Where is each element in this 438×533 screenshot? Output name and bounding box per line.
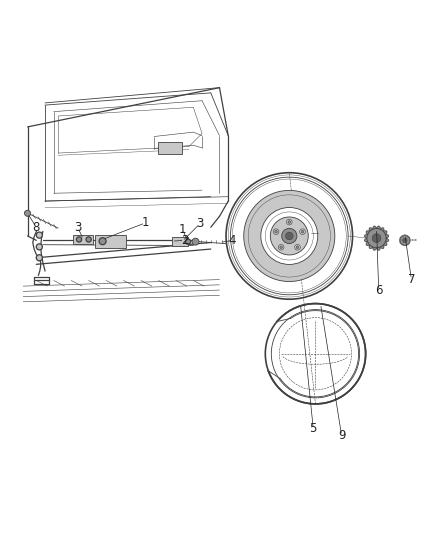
Text: 9: 9 <box>337 429 345 442</box>
Circle shape <box>265 304 365 404</box>
Text: 1: 1 <box>141 216 149 229</box>
Text: 1: 1 <box>178 223 186 236</box>
Text: 3: 3 <box>196 217 203 230</box>
Circle shape <box>25 210 31 216</box>
Circle shape <box>36 255 42 261</box>
Circle shape <box>371 234 380 243</box>
Text: 7: 7 <box>407 273 414 286</box>
Circle shape <box>286 219 291 225</box>
Polygon shape <box>364 226 388 250</box>
Polygon shape <box>399 235 409 246</box>
Circle shape <box>296 246 298 248</box>
FancyBboxPatch shape <box>158 142 182 154</box>
Text: 4: 4 <box>228 234 236 247</box>
Circle shape <box>299 229 305 235</box>
Circle shape <box>243 190 334 281</box>
Circle shape <box>36 232 42 238</box>
Circle shape <box>226 173 352 299</box>
Circle shape <box>300 230 303 233</box>
Circle shape <box>281 228 296 244</box>
Circle shape <box>260 207 317 264</box>
Circle shape <box>285 232 293 240</box>
Text: 8: 8 <box>32 221 40 234</box>
Text: 3: 3 <box>74 221 81 234</box>
Circle shape <box>278 244 283 250</box>
Circle shape <box>86 237 91 242</box>
Circle shape <box>287 221 290 223</box>
Circle shape <box>185 239 190 244</box>
Circle shape <box>402 238 406 243</box>
Text: 2: 2 <box>180 234 188 247</box>
Circle shape <box>274 230 277 233</box>
Text: 5: 5 <box>309 422 316 435</box>
Circle shape <box>36 244 42 250</box>
FancyBboxPatch shape <box>73 235 93 244</box>
FancyBboxPatch shape <box>171 237 187 246</box>
Circle shape <box>270 217 307 255</box>
Circle shape <box>294 244 300 250</box>
Circle shape <box>366 229 385 248</box>
Circle shape <box>399 235 409 246</box>
Circle shape <box>191 238 198 245</box>
Circle shape <box>76 237 81 242</box>
FancyBboxPatch shape <box>95 235 125 248</box>
Circle shape <box>99 238 106 245</box>
Circle shape <box>272 229 278 235</box>
Circle shape <box>279 246 282 248</box>
Text: 6: 6 <box>374 284 381 297</box>
